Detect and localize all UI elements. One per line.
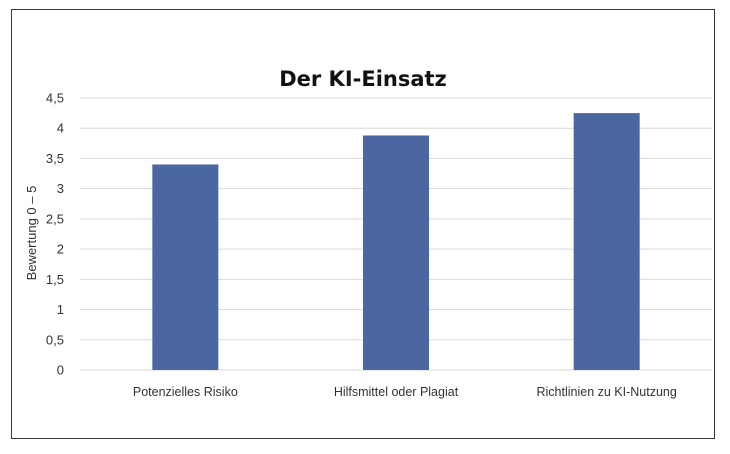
x-tick-label: Hilfsmittel oder Plagiat (334, 385, 459, 399)
y-tick-label: 0,5 (46, 332, 64, 347)
y-axis-label: Bewertung 0 – 5 (24, 186, 39, 281)
chart-title: Der KI-Einsatz (279, 67, 447, 91)
y-tick-label: 2 (57, 242, 64, 257)
y-tick-label: 2,5 (46, 211, 64, 226)
x-tick-label: Potenzielles Risiko (133, 385, 238, 399)
y-tick-labels: 0 0,5 1 1,5 2 2,5 3 3,5 4 4,5 (46, 91, 64, 378)
y-tick-label: 1,5 (46, 272, 64, 287)
x-tick-labels: Potenzielles Risiko Hilfsmittel oder Plag… (133, 385, 677, 399)
bar (573, 113, 640, 370)
y-tick-label: 3 (57, 181, 64, 196)
y-tick-label: 1 (57, 302, 64, 317)
bar (152, 164, 219, 370)
y-tick-label: 4 (57, 121, 64, 136)
x-tick-label: Richtlinien zu KI-Nutzung (536, 385, 676, 399)
bar (363, 135, 429, 370)
y-tick-label: 0 (57, 363, 64, 378)
bars (152, 113, 640, 370)
y-tick-label: 4,5 (46, 91, 64, 106)
y-tick-label: 3,5 (46, 151, 64, 166)
